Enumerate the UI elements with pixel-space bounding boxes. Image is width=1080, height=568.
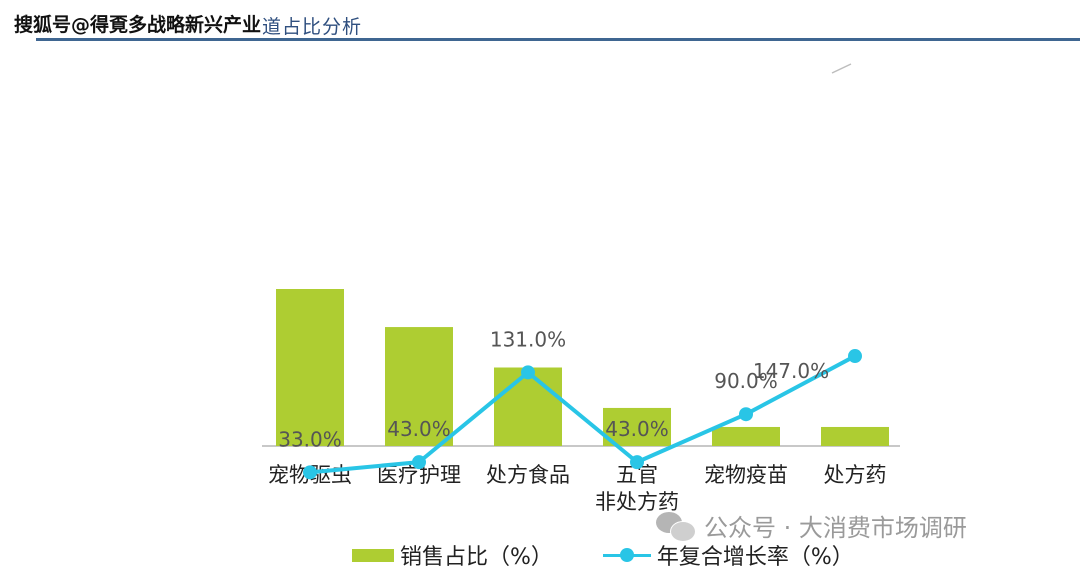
page-title: 道占比分析: [262, 16, 363, 38]
legend-label-bar: 销售占比（%）: [400, 545, 553, 568]
data-label-3: 43.0%: [605, 417, 669, 441]
data-label-5: 147.0%: [753, 359, 829, 383]
data-label-2: 131.0%: [490, 327, 566, 351]
growth-point-4: [739, 407, 753, 422]
bar-2: [494, 367, 562, 446]
growth-line: [309, 354, 856, 475]
data-label-4: 90.0%: [714, 369, 778, 393]
chart-legend: 销售占比（%） 年复合增长率（%）: [352, 539, 904, 568]
legend-item-bar: 销售占比（%）: [352, 539, 553, 568]
bar-4: [712, 426, 780, 446]
growth-point-2: [521, 365, 535, 380]
growth-point-5: [848, 349, 862, 364]
bar-5: [821, 426, 889, 446]
wechat-icon: [656, 510, 696, 542]
x-tick-label-4-0: 宠物疫苗: [704, 463, 788, 487]
data-label-0: 33.0%: [278, 427, 342, 451]
bar-1: [385, 327, 453, 446]
bar-0: [276, 289, 344, 446]
growth-point-0: [303, 465, 317, 480]
legend-label-line: 年复合增长率（%）: [656, 545, 854, 568]
x-tick-label-3-1: 非处方药: [595, 490, 679, 514]
label-leader-5: [831, 63, 852, 74]
growth-point-1: [412, 455, 426, 470]
watermark-top: 搜狐号@得覔多战略新兴产业: [14, 14, 262, 36]
watermark-bottom-text: 公众号 · 大消费市场调研: [704, 514, 967, 542]
x-tick-label-5-0: 处方药: [824, 463, 887, 487]
legend-swatch-line: [602, 548, 651, 562]
bar-3: [603, 407, 671, 446]
header-rule: [36, 38, 1080, 41]
legend-item-line: 年复合增长率（%）: [602, 539, 854, 568]
x-tick-label-2-0: 处方食品: [486, 463, 570, 487]
data-label-1: 43.0%: [387, 417, 451, 441]
watermark-bottom: 公众号 · 大消费市场调研: [656, 508, 967, 543]
growth-point-3: [630, 455, 644, 470]
legend-swatch-bar: [352, 548, 394, 562]
